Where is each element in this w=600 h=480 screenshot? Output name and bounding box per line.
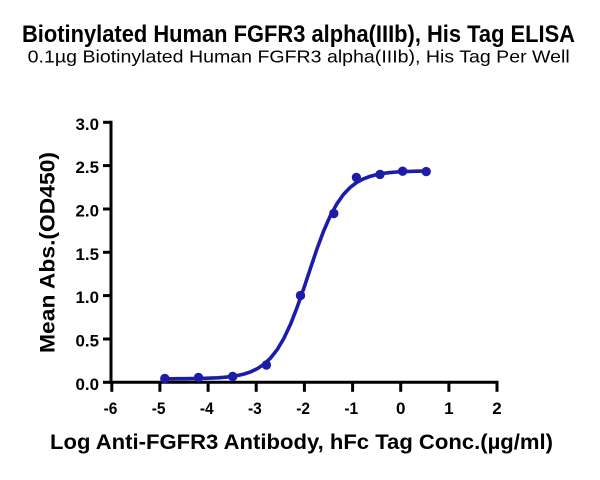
svg-text:1.0: 1.0 — [76, 288, 100, 307]
svg-text:-3: -3 — [248, 399, 262, 418]
svg-text:0.0: 0.0 — [76, 375, 100, 394]
svg-text:0: 0 — [396, 399, 405, 418]
svg-text:Biotinylated Human FGFR3 alpha: Biotinylated Human FGFR3 alpha(IIIb), Hi… — [22, 21, 575, 48]
svg-text:-1: -1 — [344, 399, 358, 418]
svg-text:2.0: 2.0 — [76, 202, 100, 221]
svg-text:1: 1 — [444, 399, 453, 418]
svg-text:2: 2 — [492, 399, 501, 418]
svg-text:2.5: 2.5 — [76, 158, 100, 177]
svg-text:0.1µg Biotinylated Human FGFR3: 0.1µg Biotinylated Human FGFR3 alpha(III… — [28, 47, 570, 67]
svg-text:Log Anti-FGFR3 Antibody, hFc T: Log Anti-FGFR3 Antibody, hFc Tag Conc.(µ… — [50, 431, 553, 454]
svg-text:1.5: 1.5 — [76, 245, 100, 264]
svg-text:-4: -4 — [200, 399, 214, 418]
svg-text:3.0: 3.0 — [76, 115, 100, 134]
svg-text:-5: -5 — [152, 399, 166, 418]
svg-text:-6: -6 — [104, 399, 118, 418]
svg-text:0.5: 0.5 — [76, 332, 100, 351]
svg-text:Mean Abs.(OD450): Mean Abs.(OD450) — [37, 152, 60, 353]
svg-text:-2: -2 — [296, 399, 310, 418]
